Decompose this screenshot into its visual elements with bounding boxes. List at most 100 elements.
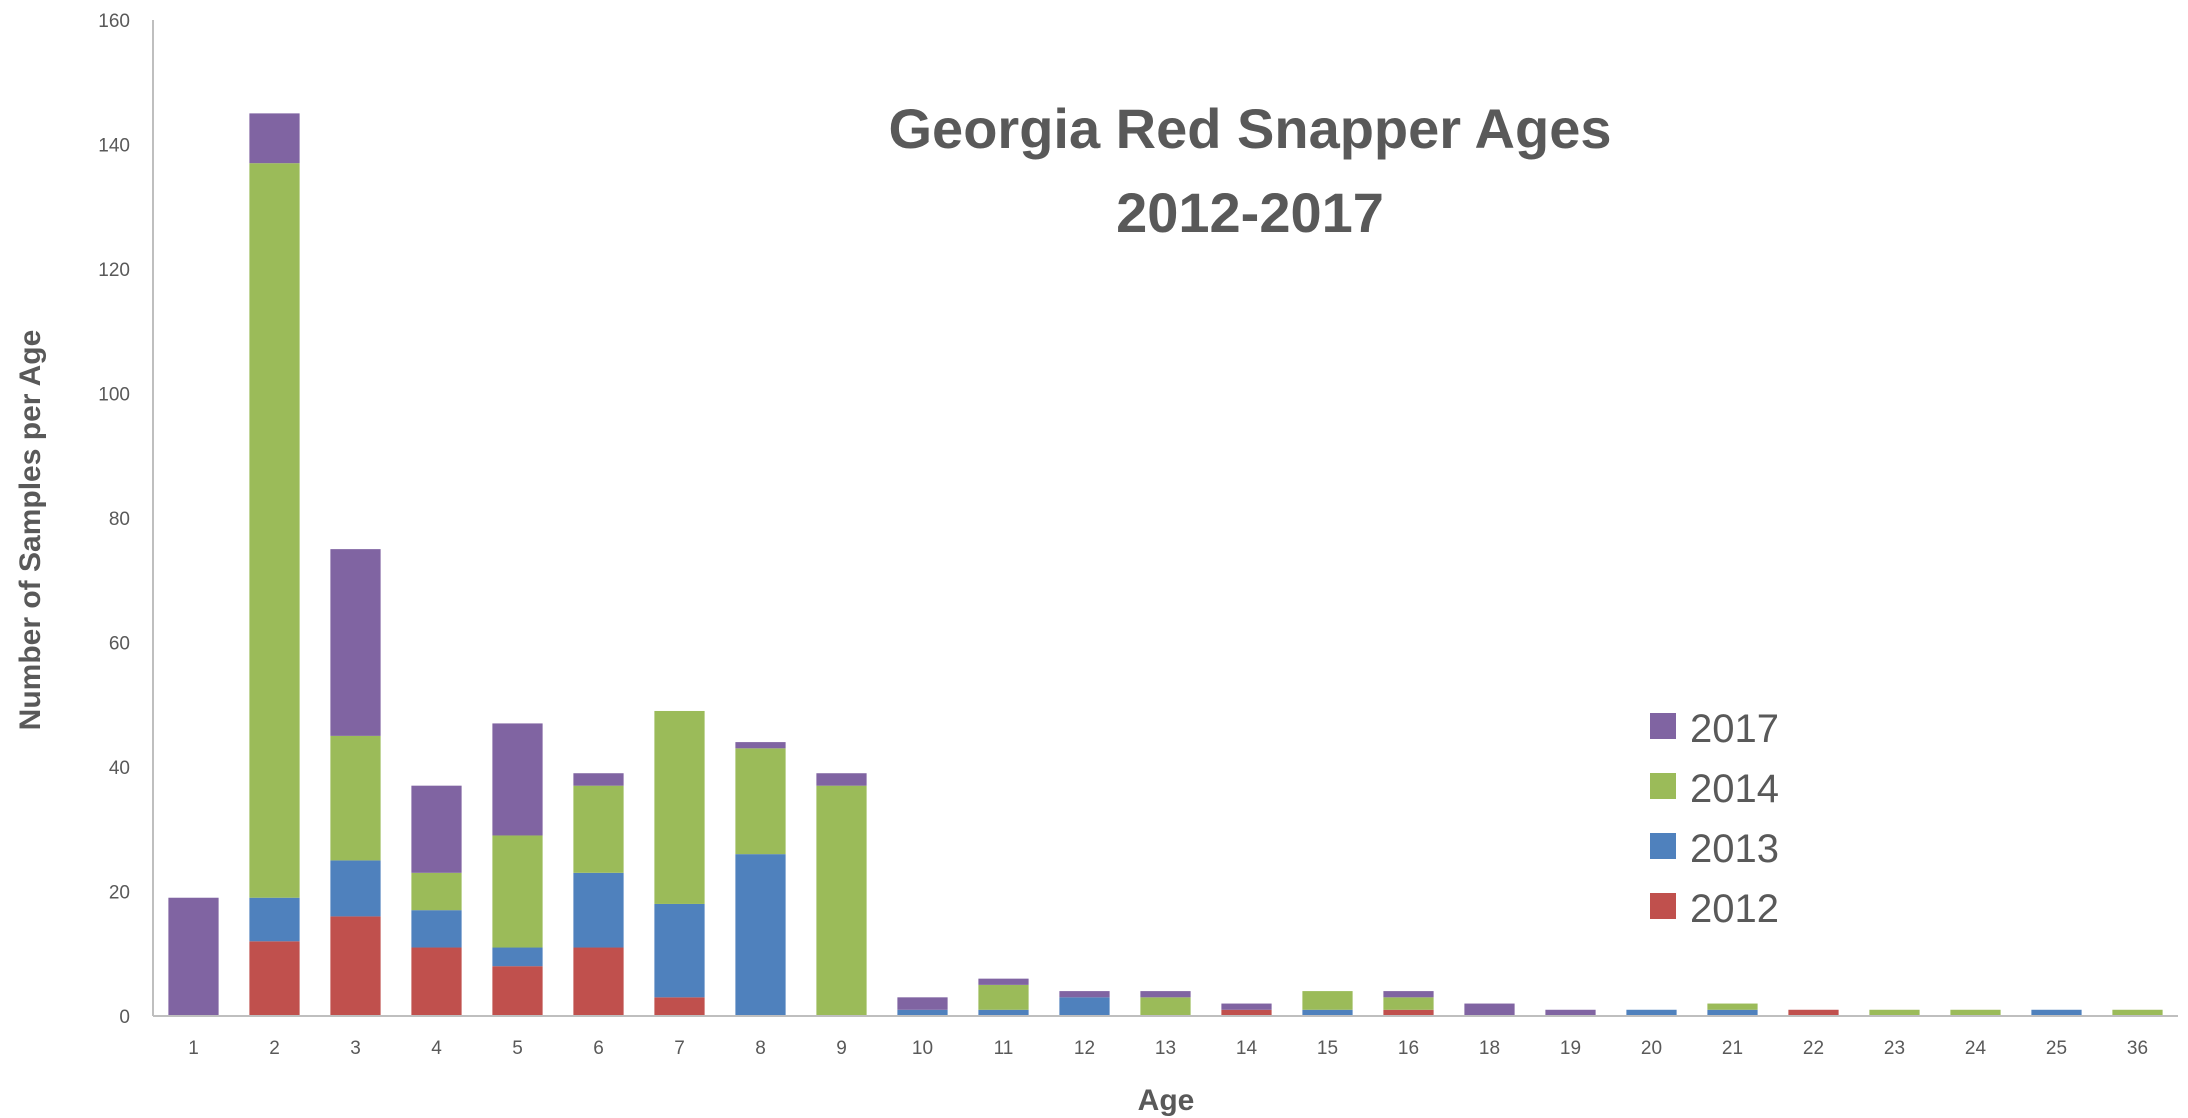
bar-segment-2014-age-23 bbox=[1869, 1009, 1920, 1016]
bar-segment-2013-age-2 bbox=[249, 897, 300, 942]
bar-segment-2013-age-8 bbox=[735, 854, 786, 1016]
bar-segment-2014-age-4 bbox=[411, 872, 462, 911]
x-tick-label: 13 bbox=[1155, 1038, 1176, 1059]
legend-swatch-2014 bbox=[1650, 773, 1676, 799]
bar-segment-2012-age-2 bbox=[249, 941, 300, 1016]
y-tick-label: 60 bbox=[109, 634, 130, 655]
bar-segment-2014-age-5 bbox=[492, 835, 543, 948]
legend-swatch-2017 bbox=[1650, 713, 1676, 739]
bar-segment-2017-age-8 bbox=[735, 742, 786, 749]
bar-segment-2014-age-6 bbox=[573, 785, 624, 873]
x-tick-label: 4 bbox=[431, 1038, 442, 1059]
x-tick-label: 14 bbox=[1236, 1038, 1258, 1059]
x-tick-labels: 1 2 3 4 5 6 7 8 9 10 11 12 13 14 15 16 18 19 20 21 22 23 24 25 3… bbox=[188, 1038, 2148, 1059]
bar-segment-2014-age-36 bbox=[2112, 1009, 2163, 1016]
x-tick-label: 6 bbox=[593, 1038, 604, 1059]
bar-segment-2017-age-4 bbox=[411, 785, 462, 873]
y-axis-title: Number of Samples per Age bbox=[14, 330, 47, 731]
x-tick-label: 11 bbox=[994, 1038, 1014, 1059]
y-tick-label: 40 bbox=[109, 758, 130, 779]
bar-segment-2013-age-10 bbox=[897, 1009, 948, 1016]
y-tick-labels: 0 20 40 60 80 100 120 140 160 bbox=[98, 11, 130, 1028]
y-tick-label: 160 bbox=[98, 11, 130, 32]
bar-segment-2013-age-12 bbox=[1059, 997, 1110, 1016]
y-tick-label: 140 bbox=[98, 136, 130, 157]
bar-segment-2013-age-5 bbox=[492, 947, 543, 967]
x-tick-label: 18 bbox=[1479, 1038, 1500, 1059]
bars-layer bbox=[168, 113, 2163, 1016]
y-tick-label: 120 bbox=[98, 260, 130, 281]
x-tick-label: 16 bbox=[1398, 1038, 1419, 1059]
x-tick-label: 1 bbox=[188, 1038, 199, 1059]
legend-swatch-2012 bbox=[1650, 893, 1676, 919]
bar-segment-2013-age-20 bbox=[1626, 1009, 1677, 1016]
x-tick-label: 22 bbox=[1803, 1038, 1824, 1059]
bar-segment-2013-age-3 bbox=[330, 860, 381, 917]
x-tick-label: 24 bbox=[1965, 1038, 1987, 1059]
bar-segment-2014-age-11 bbox=[978, 984, 1029, 1010]
legend-label-2013: 2013 bbox=[1690, 827, 1779, 871]
chart-title: Georgia Red Snapper Ages bbox=[889, 97, 1612, 160]
y-tick-label: 0 bbox=[119, 1007, 130, 1028]
x-tick-label: 12 bbox=[1074, 1038, 1095, 1059]
bar-segment-2013-age-4 bbox=[411, 910, 462, 948]
legend-label-2012: 2012 bbox=[1690, 887, 1779, 931]
x-tick-label: 25 bbox=[2046, 1038, 2067, 1059]
y-tick-label: 100 bbox=[98, 385, 130, 406]
bar-segment-2014-age-21 bbox=[1707, 1003, 1758, 1010]
x-axis-title: Age bbox=[1138, 1084, 1195, 1117]
x-tick-label: 2 bbox=[269, 1038, 280, 1059]
x-tick-label: 23 bbox=[1884, 1038, 1905, 1059]
x-tick-label: 36 bbox=[2127, 1038, 2148, 1059]
x-tick-label: 15 bbox=[1317, 1038, 1338, 1059]
x-tick-label: 5 bbox=[512, 1038, 523, 1059]
bar-segment-2017-age-10 bbox=[897, 997, 948, 1010]
x-tick-label: 20 bbox=[1641, 1038, 1662, 1059]
bar-segment-2014-age-2 bbox=[249, 163, 300, 898]
bar-segment-2013-age-7 bbox=[654, 903, 705, 998]
x-tick-label: 9 bbox=[836, 1038, 847, 1059]
bar-segment-2012-age-6 bbox=[573, 947, 624, 1016]
bar-segment-2017-age-6 bbox=[573, 773, 624, 786]
bar-segment-2017-age-14 bbox=[1221, 1003, 1272, 1010]
bar-segment-2013-age-11 bbox=[978, 1009, 1029, 1016]
x-tick-label: 3 bbox=[350, 1038, 361, 1059]
bar-segment-2013-age-6 bbox=[573, 872, 624, 948]
x-tick-label: 19 bbox=[1560, 1038, 1581, 1059]
bar-segment-2017-age-12 bbox=[1059, 991, 1110, 998]
bar-segment-2013-age-15 bbox=[1302, 1009, 1353, 1016]
bar-segment-2017-age-1 bbox=[168, 897, 219, 1016]
bar-segment-2012-age-22 bbox=[1788, 1009, 1839, 1016]
bar-segment-2017-age-9 bbox=[816, 773, 867, 786]
bar-segment-2012-age-16 bbox=[1383, 1009, 1434, 1016]
bar-segment-2017-age-11 bbox=[978, 978, 1029, 985]
axes-layer bbox=[152, 20, 2178, 1017]
bar-segment-2013-age-21 bbox=[1707, 1009, 1758, 1016]
bar-segment-2012-age-5 bbox=[492, 966, 543, 1016]
bar-segment-2014-age-24 bbox=[1950, 1009, 2001, 1016]
bar-segment-2017-age-3 bbox=[330, 549, 381, 736]
y-tick-label: 80 bbox=[109, 509, 130, 530]
chart-subtitle: 2012-2017 bbox=[1116, 181, 1384, 244]
bar-segment-2014-age-7 bbox=[654, 710, 705, 904]
bar-segment-2014-age-15 bbox=[1302, 991, 1353, 1010]
x-tick-label: 21 bbox=[1722, 1038, 1743, 1059]
bar-segment-2014-age-16 bbox=[1383, 997, 1434, 1010]
bar-segment-2017-age-16 bbox=[1383, 991, 1434, 998]
y-tick-label: 20 bbox=[109, 883, 130, 904]
bar-segment-2012-age-14 bbox=[1221, 1009, 1272, 1016]
bar-segment-2012-age-3 bbox=[330, 916, 381, 1016]
bar-segment-2012-age-4 bbox=[411, 947, 462, 1016]
bar-segment-2014-age-3 bbox=[330, 735, 381, 861]
legend-label-2014: 2014 bbox=[1690, 767, 1779, 811]
legend: 2017 2014 2013 2012 bbox=[1650, 707, 1779, 931]
bar-segment-2013-age-25 bbox=[2031, 1009, 2082, 1016]
bar-segment-2017-age-18 bbox=[1464, 1003, 1515, 1016]
bar-segment-2017-age-2 bbox=[249, 113, 300, 164]
x-tick-label: 10 bbox=[912, 1038, 933, 1059]
bar-segment-2017-age-5 bbox=[492, 723, 543, 836]
legend-label-2017: 2017 bbox=[1690, 707, 1779, 751]
bar-segment-2012-age-7 bbox=[654, 997, 705, 1016]
